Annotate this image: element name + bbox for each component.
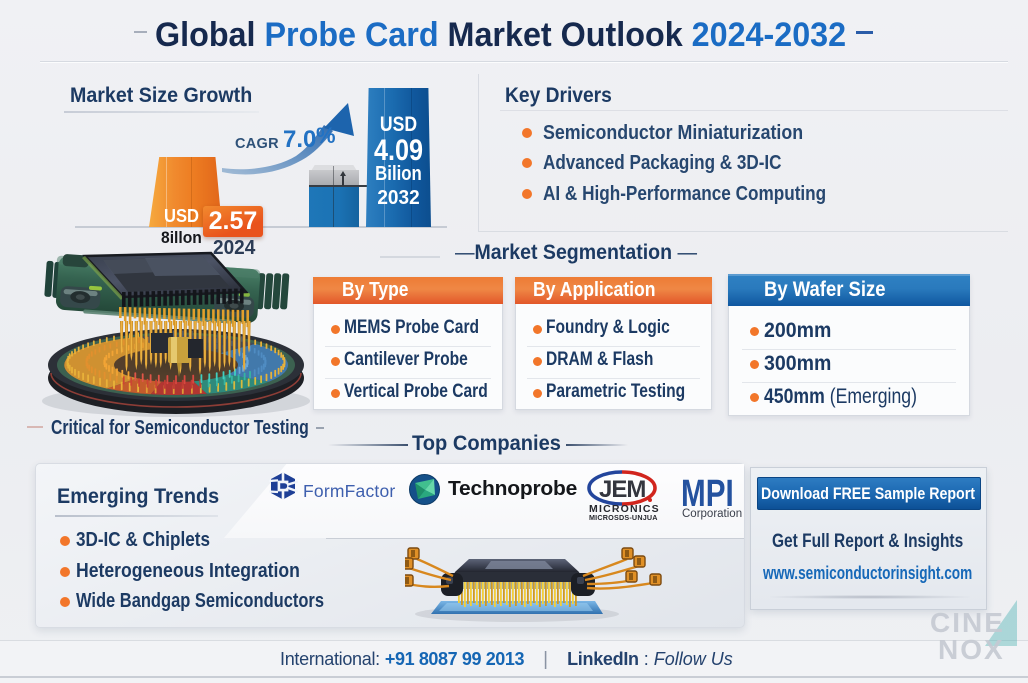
svg-text:MICRONICS: MICRONICS — [589, 503, 660, 515]
svg-text:MICROSDS-UNJUA: MICROSDS-UNJUA — [589, 513, 658, 522]
svg-text:JEM: JEM — [599, 476, 645, 503]
